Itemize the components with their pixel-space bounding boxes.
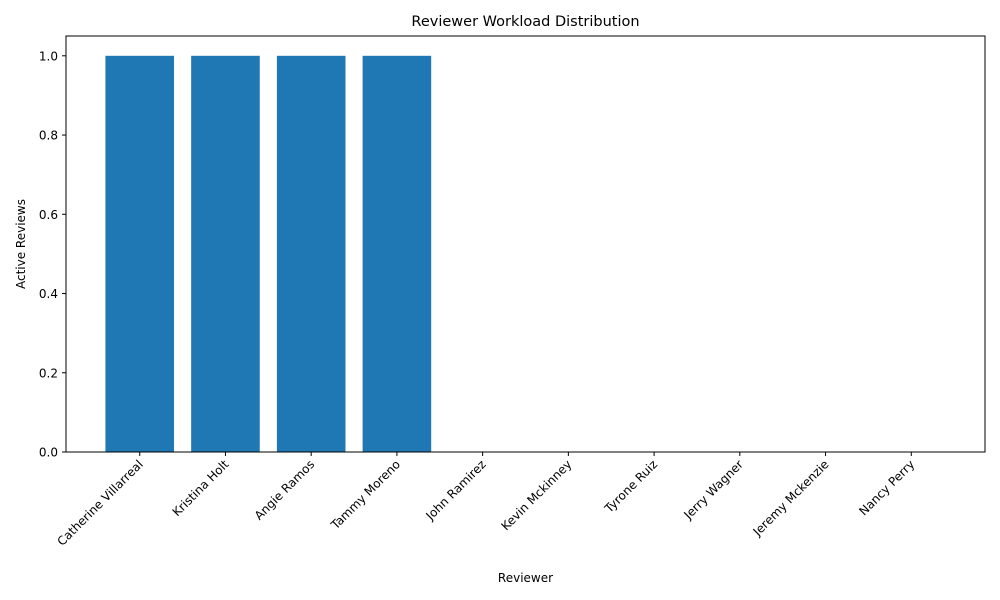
x-tick-label: John Ramirez [422, 457, 488, 523]
bar-angie-ramos [276, 55, 346, 453]
x-axis: Catherine Villarreal Kristina Holt Angie R… [54, 452, 917, 549]
y-tick-label: 0.8 [39, 129, 58, 143]
x-tick-label: Tammy Moreno [328, 457, 403, 532]
bars-group [105, 55, 432, 453]
bar-tammy-moreno [362, 55, 432, 453]
y-axis: 0.0 0.2 0.4 0.6 0.8 1.0 [39, 49, 66, 460]
bar-catherine-villarreal [105, 55, 175, 453]
y-tick-label: 0.2 [39, 366, 58, 380]
x-tick-label: Kevin Mckinney [499, 457, 575, 533]
y-axis-label: Active Reviews [14, 199, 28, 289]
y-tick-label: 1.0 [39, 49, 58, 63]
y-tick-label: 0.4 [39, 287, 58, 301]
x-tick-label: Kristina Holt [170, 457, 232, 519]
y-tick-label: 0.6 [39, 208, 58, 222]
chart-title: Reviewer Workload Distribution [411, 14, 639, 30]
x-tick-label: Jeremy Mckenzie [750, 457, 832, 539]
x-tick-label: Tyrone Ruiz [601, 457, 660, 516]
x-tick-label: Jerry Wagner [681, 457, 746, 522]
y-tick-label: 0.0 [39, 446, 58, 460]
bar-kristina-holt [191, 55, 260, 453]
x-tick-label: Angie Ramos [252, 457, 318, 523]
plot-frame [65, 35, 986, 453]
x-tick-label: Catherine Villarreal [54, 457, 145, 548]
x-axis-label: Reviewer [498, 571, 553, 585]
x-tick-label: Nancy Perry [856, 457, 917, 518]
